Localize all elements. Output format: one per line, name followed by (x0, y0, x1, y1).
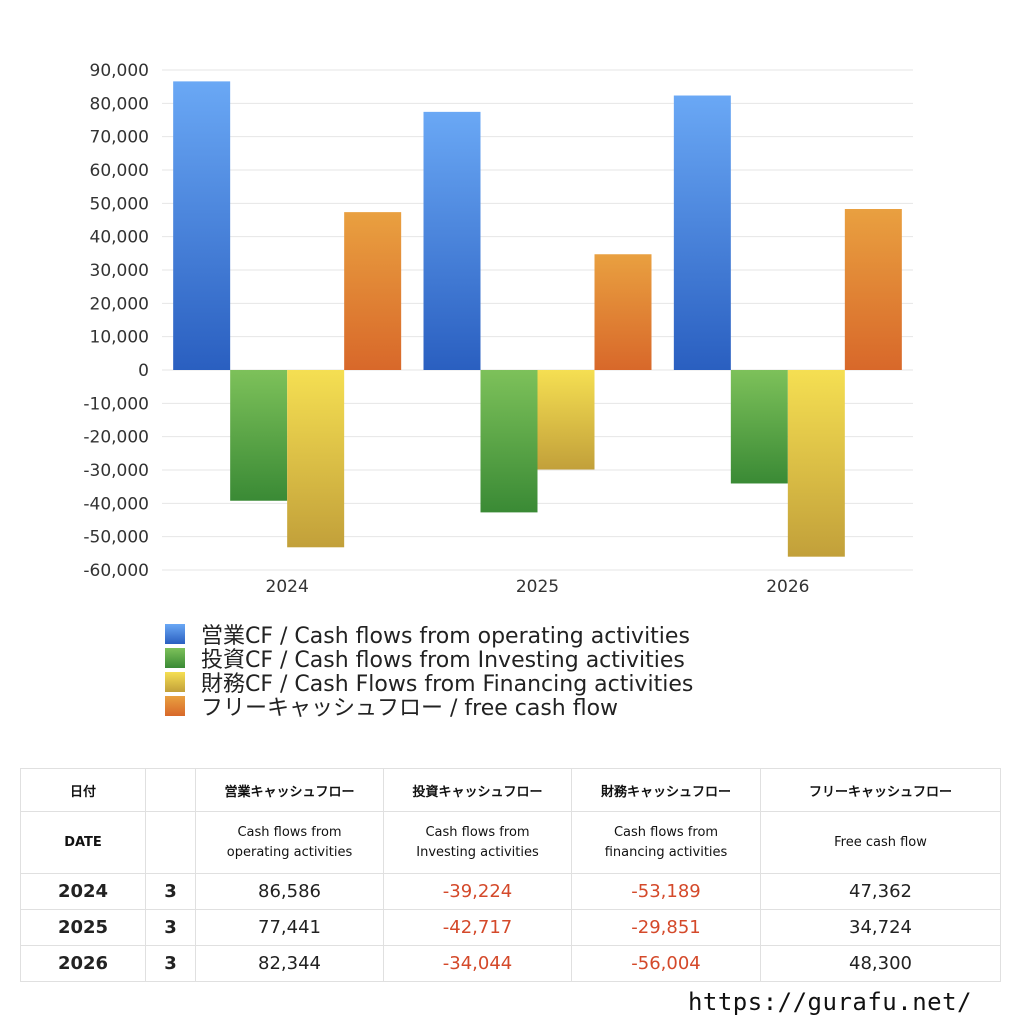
header-month-jp (145, 768, 196, 812)
y-tick-label: -30,000 (83, 461, 149, 481)
row-operating: 77,441 (195, 909, 384, 946)
table-row: 2026 3 82,344 -34,044 -56,004 48,300 (20, 945, 1001, 982)
bar-2025-series-3 (537, 370, 595, 470)
table-row: 2024 3 86,586 -39,224 -53,189 47,362 (20, 873, 1001, 910)
row-month: 3 (145, 909, 196, 946)
header-financing-jp: 財務キャッシュフロー (571, 768, 761, 812)
bar-2026-series-1 (673, 95, 731, 371)
header-operating-en: Cash flows from operating activities (195, 811, 384, 874)
bar-2026-series-4 (844, 209, 902, 370)
y-tick-label: 10,000 (90, 328, 149, 348)
bar-2024-series-1 (173, 81, 231, 370)
legend-label: 財務CF / Cash Flows from Financing activit… (201, 672, 694, 697)
header-free-jp: フリーキャッシュフロー (760, 768, 1001, 812)
legend-label: 投資CF / Cash flows from Investing activit… (201, 648, 685, 673)
row-financing: -29,851 (571, 909, 761, 946)
y-tick-label: 80,000 (90, 94, 149, 114)
y-tick-label: 60,000 (90, 161, 149, 181)
y-tick-label: 20,000 (90, 294, 149, 314)
y-tick-label: 0 (138, 361, 149, 381)
y-tick-label: 30,000 (90, 261, 149, 281)
row-free: 34,724 (760, 909, 1001, 946)
legend-item: 投資CF / Cash flows from Investing activit… (165, 646, 693, 673)
row-financing: -53,189 (571, 873, 761, 910)
x-category-label: 2025 (516, 577, 559, 597)
row-month: 3 (145, 873, 196, 910)
row-operating: 86,586 (195, 873, 384, 910)
bar-2026-series-3 (787, 370, 845, 557)
header-date-en: DATE (20, 811, 146, 874)
legend-item: フリーキャッシュフロー / free cash flow (165, 694, 693, 721)
legend-label: 営業CF / Cash flows from operating activit… (201, 624, 690, 649)
row-year: 2024 (20, 873, 146, 910)
table-header-en: DATE Cash flows from operating activities… (20, 811, 1001, 874)
bar-chart: 90,000 80,000 70,000 60,000 50,000 40,000 30,0… (83, 61, 913, 597)
row-investing: -39,224 (383, 873, 572, 910)
header-free-en: Free cash flow (760, 811, 1001, 874)
table-header-jp: 日付 営業キャッシュフロー 投資キャッシュフロー 財務キャッシュフロー フリーキ… (20, 768, 1001, 812)
header-month-en (145, 811, 196, 874)
cash-flow-table: 日付 営業キャッシュフロー 投資キャッシュフロー 財務キャッシュフロー フリーキ… (20, 768, 1001, 982)
header-investing-jp: 投資キャッシュフロー (383, 768, 572, 812)
legend-item: 営業CF / Cash flows from operating activit… (165, 622, 693, 649)
table-row: 2025 3 77,441 -42,717 -29,851 34,724 (20, 909, 1001, 946)
legend-swatch (165, 624, 185, 644)
y-tick-label: 50,000 (90, 194, 149, 214)
y-tick-label: -50,000 (83, 528, 149, 548)
header-operating-jp: 営業キャッシュフロー (195, 768, 384, 812)
header-investing-en: Cash flows from Investing activities (383, 811, 572, 874)
legend-swatch (165, 672, 185, 692)
bar-2024-series-4 (344, 212, 402, 370)
x-category-label: 2026 (766, 577, 809, 597)
bar-2024-series-3 (287, 370, 345, 548)
row-investing: -34,044 (383, 945, 572, 982)
row-financing: -56,004 (571, 945, 761, 982)
y-tick-label: -60,000 (83, 561, 149, 581)
y-tick-label: -20,000 (83, 428, 149, 448)
bar-2025-series-2 (480, 370, 538, 513)
row-free: 47,362 (760, 873, 1001, 910)
y-tick-label: -10,000 (83, 394, 149, 414)
row-free: 48,300 (760, 945, 1001, 982)
bar-2024-series-2 (230, 370, 288, 501)
row-year: 2025 (20, 909, 146, 946)
chart-legend: 営業CF / Cash flows from operating activit… (165, 622, 693, 721)
legend-item: 財務CF / Cash Flows from Financing activit… (165, 670, 693, 697)
row-investing: -42,717 (383, 909, 572, 946)
legend-swatch (165, 696, 185, 716)
row-operating: 82,344 (195, 945, 384, 982)
bar-2025-series-1 (423, 111, 481, 370)
legend-swatch (165, 648, 185, 668)
site-url[interactable]: https://gurafu.net/ (687, 988, 972, 1016)
y-tick-label: 40,000 (90, 228, 149, 248)
x-category-label: 2024 (266, 577, 309, 597)
row-month: 3 (145, 945, 196, 982)
y-tick-label: -40,000 (83, 494, 149, 514)
row-year: 2026 (20, 945, 146, 982)
y-tick-label: 90,000 (90, 61, 149, 81)
bar-2026-series-2 (730, 370, 788, 484)
chart-area: 90,000 80,000 70,000 60,000 50,000 40,000 30,0… (83, 61, 913, 597)
bar-2025-series-4 (594, 254, 652, 370)
y-tick-label: 70,000 (90, 128, 149, 148)
header-financing-en: Cash flows from financing activities (571, 811, 761, 874)
header-date-jp: 日付 (20, 768, 146, 812)
legend-label: フリーキャッシュフロー / free cash flow (201, 696, 619, 721)
